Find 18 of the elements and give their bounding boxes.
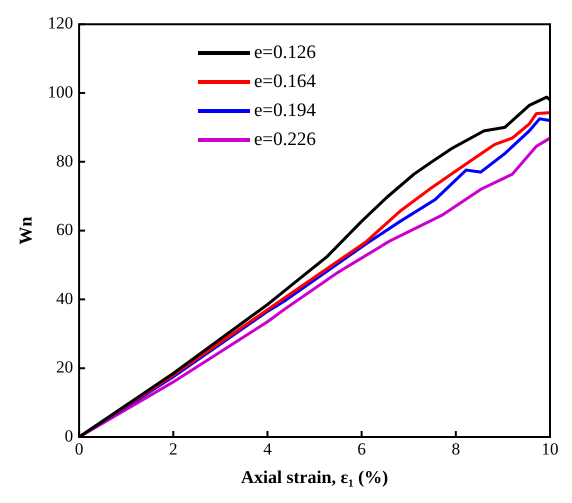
x-tick-label: 8 <box>452 440 460 459</box>
x-tick-label: 2 <box>169 440 178 459</box>
legend-label: e=0.126 <box>254 42 316 64</box>
x-tick-label: 10 <box>542 440 558 459</box>
y-tick-label: 0 <box>64 426 74 446</box>
y-tick-label: 80 <box>56 151 74 170</box>
y-tick-label: 120 <box>48 14 74 33</box>
x-tick-label: 6 <box>357 440 366 459</box>
y-tick-label: 20 <box>56 358 74 377</box>
y-tick-label: 60 <box>56 220 74 240</box>
x-tick-label: 4 <box>263 440 272 459</box>
x-axis-title: Axial strain, ε₁ (%) <box>241 466 388 487</box>
y-tick-label: 100 <box>48 82 74 102</box>
legend-label: e=0.164 <box>254 70 316 92</box>
y-axis-title: Wn <box>15 216 36 245</box>
legend-label: e=0.194 <box>254 100 316 122</box>
y-tick-label: 40 <box>56 288 74 308</box>
legend-label: e=0.226 <box>254 128 316 150</box>
